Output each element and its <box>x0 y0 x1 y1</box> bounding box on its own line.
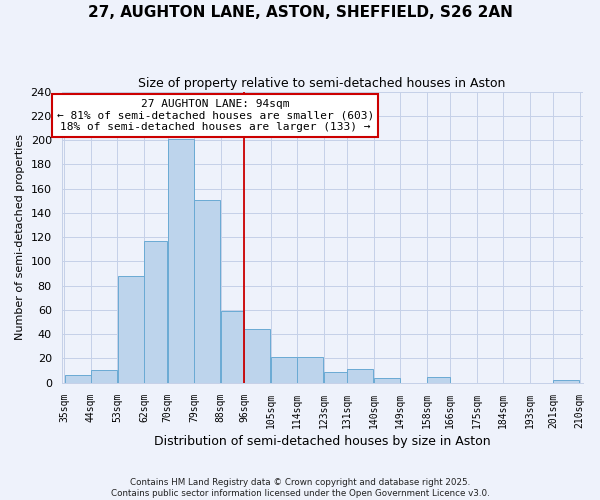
Bar <box>298 357 323 382</box>
Bar <box>324 372 347 382</box>
Bar <box>65 376 91 382</box>
Bar <box>91 370 117 382</box>
Bar <box>553 380 580 382</box>
Title: Size of property relative to semi-detached houses in Aston: Size of property relative to semi-detach… <box>139 78 506 90</box>
Bar <box>271 357 297 382</box>
Text: 27 AUGHTON LANE: 94sqm
← 81% of semi-detached houses are smaller (603)
18% of se: 27 AUGHTON LANE: 94sqm ← 81% of semi-det… <box>56 99 374 132</box>
Text: Contains HM Land Registry data © Crown copyright and database right 2025.
Contai: Contains HM Land Registry data © Crown c… <box>110 478 490 498</box>
Text: 27, AUGHTON LANE, ASTON, SHEFFIELD, S26 2AN: 27, AUGHTON LANE, ASTON, SHEFFIELD, S26 … <box>88 5 512 20</box>
Bar <box>194 200 220 382</box>
Bar <box>374 378 400 382</box>
Y-axis label: Number of semi-detached properties: Number of semi-detached properties <box>15 134 25 340</box>
X-axis label: Distribution of semi-detached houses by size in Aston: Distribution of semi-detached houses by … <box>154 434 490 448</box>
Bar <box>118 276 143 382</box>
Bar <box>244 329 270 382</box>
Bar <box>144 241 167 382</box>
Bar <box>347 369 373 382</box>
Bar <box>168 139 194 382</box>
Bar <box>427 376 450 382</box>
Bar <box>221 311 244 382</box>
